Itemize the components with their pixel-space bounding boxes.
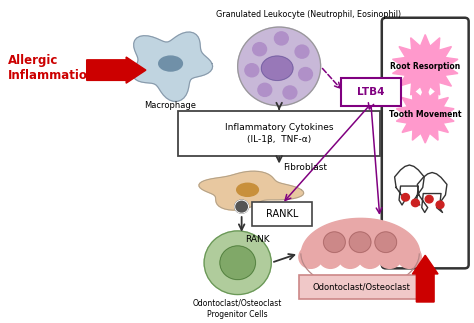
- Circle shape: [398, 246, 421, 268]
- Circle shape: [349, 232, 371, 253]
- Text: Odontoclast/Osteoclast
Progenitor Cells: Odontoclast/Osteoclast Progenitor Cells: [193, 298, 283, 319]
- Text: Fibroblast: Fibroblast: [283, 163, 327, 172]
- Circle shape: [436, 201, 444, 209]
- Text: Tooth Movement: Tooth Movement: [389, 110, 462, 120]
- Circle shape: [204, 231, 271, 295]
- Polygon shape: [199, 171, 304, 210]
- Circle shape: [283, 86, 297, 99]
- FancyArrow shape: [412, 255, 438, 302]
- Circle shape: [274, 32, 288, 45]
- Circle shape: [378, 246, 401, 268]
- Circle shape: [425, 195, 433, 203]
- Circle shape: [245, 64, 259, 77]
- Text: Macrophage: Macrophage: [145, 101, 197, 110]
- Circle shape: [324, 232, 345, 253]
- FancyBboxPatch shape: [179, 111, 380, 156]
- FancyBboxPatch shape: [253, 202, 312, 226]
- Text: LTB4: LTB4: [357, 87, 385, 97]
- Circle shape: [299, 68, 312, 81]
- Circle shape: [295, 45, 309, 58]
- Text: Odontoclast/Osteoclast: Odontoclast/Osteoclast: [312, 283, 410, 292]
- Polygon shape: [417, 172, 447, 213]
- Polygon shape: [396, 87, 454, 143]
- Circle shape: [220, 246, 255, 280]
- Circle shape: [235, 200, 248, 213]
- Text: RANKL: RANKL: [266, 209, 298, 219]
- FancyArrow shape: [87, 57, 146, 83]
- Ellipse shape: [237, 183, 258, 196]
- Text: Granulated Leukocyte (Neutrophil, Eosinophil): Granulated Leukocyte (Neutrophil, Eosino…: [216, 10, 401, 19]
- Text: Root Resorption: Root Resorption: [390, 62, 460, 71]
- FancyBboxPatch shape: [341, 78, 401, 106]
- FancyBboxPatch shape: [299, 275, 423, 299]
- Circle shape: [319, 246, 342, 268]
- Circle shape: [299, 246, 323, 268]
- Text: Inflammatory Cytokines
(IL-1β,  TNF-α): Inflammatory Cytokines (IL-1β, TNF-α): [225, 123, 333, 144]
- Ellipse shape: [159, 56, 182, 71]
- Polygon shape: [395, 165, 424, 205]
- Circle shape: [401, 193, 410, 201]
- Circle shape: [258, 83, 272, 96]
- Polygon shape: [133, 32, 213, 101]
- Polygon shape: [392, 35, 458, 98]
- Text: RANK: RANK: [246, 235, 270, 244]
- Ellipse shape: [261, 56, 293, 80]
- Circle shape: [358, 246, 382, 268]
- Circle shape: [338, 246, 362, 268]
- FancyBboxPatch shape: [382, 18, 469, 268]
- Text: Allergic
Inflammation: Allergic Inflammation: [8, 54, 96, 82]
- Circle shape: [411, 199, 419, 207]
- Circle shape: [253, 43, 266, 56]
- Circle shape: [237, 27, 320, 106]
- Circle shape: [375, 232, 397, 253]
